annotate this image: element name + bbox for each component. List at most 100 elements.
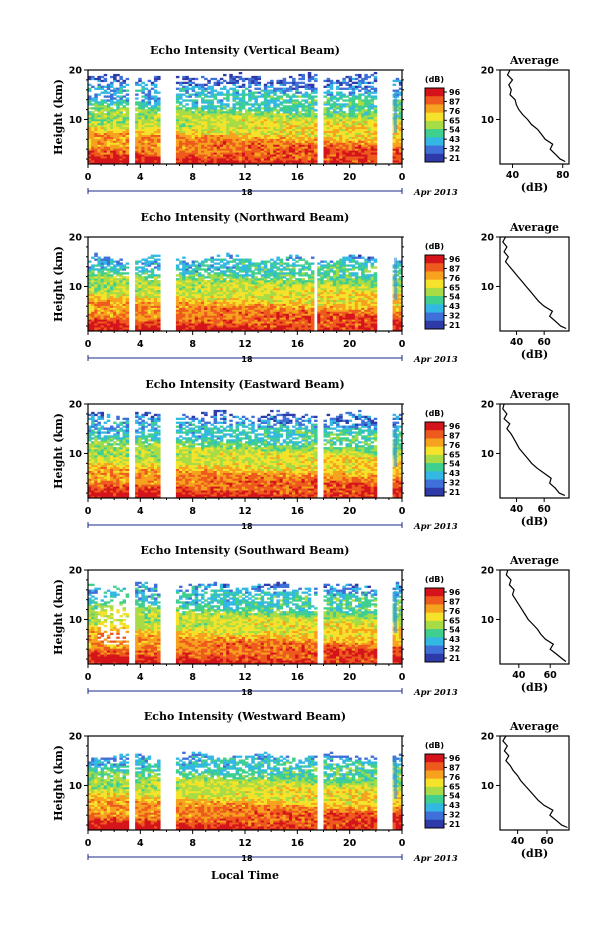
heatmap-cell (307, 115, 312, 118)
heatmap-cell (119, 83, 123, 87)
heatmap-cell (207, 140, 211, 143)
heatmap-cell (229, 323, 233, 326)
heatmap-cell (191, 115, 196, 118)
heatmap-cell (367, 136, 371, 139)
heatmap-cell (179, 291, 183, 295)
heatmap-cell (97, 162, 101, 165)
heatmap-cell (188, 321, 192, 324)
heatmap-cell (270, 148, 274, 151)
heatmap-cell (210, 321, 214, 324)
heatmap-cell (182, 148, 186, 151)
heatmap-cell (210, 317, 214, 320)
heatmap-cell (91, 323, 95, 326)
heatmap-cell (119, 134, 123, 137)
heatmap-cell (201, 301, 205, 304)
heatmap-cell (153, 115, 158, 118)
heatmap-cell (310, 120, 315, 124)
heatmap-cell (358, 83, 362, 87)
heatmap-cell (307, 103, 312, 106)
heatmap-cell (88, 260, 92, 263)
heatmap-cell (248, 280, 252, 283)
heatmap-cell (153, 83, 158, 87)
heatmap-cell (342, 115, 346, 118)
heatmap-cell (339, 118, 343, 122)
heatmap-cell (229, 274, 233, 277)
heatmap-cell (125, 109, 130, 112)
heatmap-cell (210, 128, 214, 132)
heatmap-cell (273, 118, 277, 122)
heatmap-cell (185, 293, 189, 297)
heatmap-cell (216, 124, 221, 128)
heatmap-cell (94, 144, 98, 147)
heatmap-cell (106, 256, 111, 259)
heatmap-cell (185, 262, 189, 265)
heatmap-cell (194, 107, 199, 110)
heatmap-cell (329, 118, 334, 122)
heatmap-cell (97, 158, 101, 161)
heatmap-cell (204, 287, 208, 291)
heatmap-cell (351, 89, 356, 92)
heatmap-cell (188, 154, 192, 157)
heatmap-cell (210, 274, 214, 277)
heatmap-cell (223, 262, 227, 265)
heatmap-cell (182, 81, 186, 85)
heatmap-cell (223, 297, 227, 301)
heatmap-cell (270, 95, 274, 98)
heatmap-cell (138, 150, 142, 153)
heatmap-cell (213, 319, 218, 322)
heatmap-cell (119, 142, 123, 145)
heatmap-cell (292, 79, 296, 83)
heatmap-cell (288, 118, 293, 122)
heatmap-cell (216, 280, 221, 283)
heatmap-cell (141, 126, 145, 130)
heatmap-cell (238, 128, 243, 132)
heatmap-cell (188, 272, 192, 275)
heatmap-cell (361, 144, 365, 147)
heatmap-cell (100, 315, 105, 318)
heatmap-cell (91, 124, 95, 128)
heatmap-cell (373, 79, 378, 83)
heatmap-cell (191, 264, 196, 267)
heatmap-cell (147, 132, 152, 135)
heatmap-cell (207, 268, 211, 271)
heatmap-cell (179, 262, 183, 265)
heatmap-cell (345, 124, 349, 128)
heatmap-cell (185, 138, 189, 141)
heatmap-cell (263, 132, 268, 135)
heatmap-cell (201, 327, 205, 330)
heatmap-cell (270, 136, 274, 139)
heatmap-cell (147, 134, 152, 137)
heatmap-cell (147, 276, 152, 279)
heatmap-cell (279, 140, 284, 143)
heatmap-cell (141, 122, 145, 126)
heatmap-cell (179, 274, 183, 277)
heatmap-cell (135, 289, 139, 293)
heatmap-cell (367, 138, 371, 141)
heatmap-cell (135, 132, 139, 135)
heatmap-cell (191, 270, 196, 273)
heatmap-cell (229, 79, 233, 83)
heatmap-cell (182, 280, 186, 283)
heatmap-cell (241, 319, 246, 322)
heatmap-cell (197, 276, 202, 279)
heatmap-cell (157, 109, 161, 112)
heatmap-cell (185, 85, 189, 88)
heatmap-cell (248, 274, 252, 277)
heatmap-cell (138, 291, 142, 295)
heatmap-cell (119, 329, 123, 332)
heatmap-cell (232, 87, 236, 90)
heatmap-cell (125, 122, 130, 126)
heatmap-cell (150, 113, 155, 116)
heatmap-cell (138, 289, 142, 293)
heatmap-cell (288, 142, 293, 145)
heatmap-cell (97, 113, 101, 116)
heatmap-cell (238, 266, 243, 269)
heatmap-cell (116, 144, 120, 147)
heatmap-cell (257, 77, 262, 81)
heatmap-cell (144, 154, 149, 157)
heatmap-cell (100, 120, 105, 124)
heatmap-cell (194, 162, 199, 165)
heatmap-cell (109, 138, 114, 141)
heatmap-cell (100, 327, 105, 330)
heatmap-cell (191, 319, 196, 322)
